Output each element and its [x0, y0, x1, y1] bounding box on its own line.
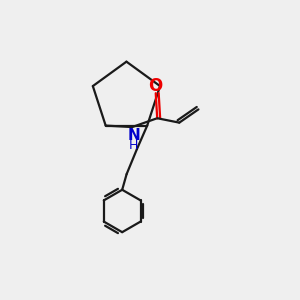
Text: N: N — [127, 128, 140, 143]
Text: H: H — [129, 139, 138, 152]
Text: O: O — [148, 77, 163, 95]
